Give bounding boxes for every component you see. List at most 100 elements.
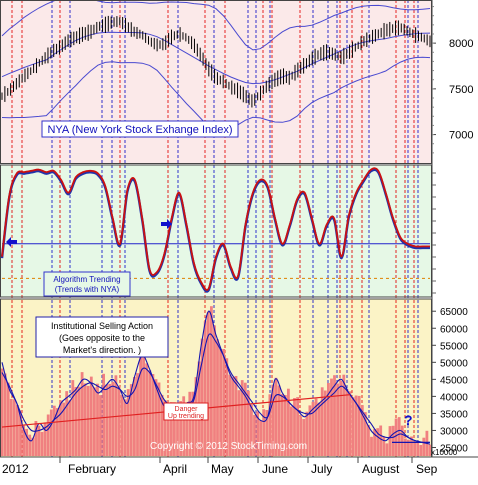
- volume-bar-35: [108, 383, 112, 456]
- volume-bar-97: [299, 416, 303, 456]
- volume-bar-29: [89, 376, 93, 456]
- volume-bar-102: [314, 398, 318, 456]
- volume-bar-36: [111, 381, 115, 456]
- volume-bar-134: [413, 443, 416, 456]
- volume-bar-53: [163, 400, 167, 456]
- x-label-5: July: [311, 462, 332, 476]
- volume-bar-22: [68, 400, 72, 456]
- x-label-4: June: [262, 462, 288, 476]
- volume-bar-111: [342, 374, 346, 456]
- volume-bar-123: [379, 425, 383, 456]
- nya-label-box: [41, 120, 239, 138]
- volume-bar-129: [397, 417, 401, 456]
- volume-bar-85: [262, 409, 266, 456]
- volume-bar-103: [317, 402, 321, 456]
- volume-bar-114: [351, 397, 355, 456]
- volume-bar-108: [333, 375, 336, 456]
- x-label-3: May: [211, 462, 234, 476]
- volume-bar-127: [391, 425, 395, 456]
- volume-bar-109: [336, 383, 339, 456]
- volume-bar-42: [129, 384, 133, 456]
- question-mark: ?: [404, 412, 413, 428]
- volume-bar-17: [52, 405, 56, 456]
- volume-bar-131: [404, 438, 407, 456]
- volume-bar-90: [277, 385, 281, 456]
- volume-tick-label-3: 50000: [440, 358, 468, 369]
- volume-bar-56: [173, 402, 176, 456]
- volume-bar-43: [133, 377, 136, 456]
- volume-bar-135: [416, 441, 420, 456]
- volume-bar-38: [117, 386, 121, 456]
- volume-bar-13: [40, 431, 44, 456]
- volume-bar-58: [179, 401, 182, 456]
- volume-bar-128: [394, 418, 398, 456]
- volume-bar-89: [274, 377, 278, 456]
- danger-box: [163, 402, 209, 421]
- volume-bar-98: [302, 419, 306, 456]
- volume-bar-120: [370, 436, 373, 456]
- volume-bar-24: [74, 387, 78, 456]
- volume-bar-94: [290, 406, 293, 456]
- volume-bar-18: [56, 408, 59, 456]
- volume-bar-77: [237, 390, 241, 456]
- volume-bar-96: [296, 397, 299, 456]
- volume-bar-83: [256, 411, 259, 456]
- x-label-0: 2012: [2, 462, 29, 476]
- danger-line1: Danger: [175, 406, 199, 413]
- volume-bar-52: [160, 394, 164, 456]
- x-label-7: Sep: [416, 462, 438, 476]
- volume-bar-55: [170, 402, 173, 456]
- volume-bar-133: [410, 436, 413, 456]
- right-arrow-icon: [161, 219, 172, 229]
- volume-bar-3: [9, 398, 13, 456]
- volume-bar-115: [354, 395, 358, 456]
- volume-bar-57: [176, 406, 179, 456]
- volume-bar-67: [206, 311, 210, 456]
- volume-tick-label-5: 40000: [440, 392, 468, 403]
- volume-bar-119: [367, 425, 370, 456]
- volume-bar-93: [287, 388, 290, 456]
- volume-bar-75: [231, 377, 235, 456]
- price-tick-label-2: 7000: [449, 130, 473, 142]
- volume-bar-81: [250, 404, 253, 456]
- volume-bar-34: [105, 384, 109, 456]
- volume-bar-92: [283, 395, 287, 456]
- volume-bar-88: [271, 384, 275, 456]
- volume-bar-51: [157, 382, 161, 456]
- volume-bar-79: [243, 382, 247, 456]
- volume-bar-5: [16, 405, 19, 456]
- volume-bar-125: [385, 443, 389, 456]
- volume-bar-91: [280, 394, 284, 456]
- volume-bar-87: [268, 394, 272, 456]
- volume-bar-32: [99, 395, 102, 456]
- volume-bar-99: [305, 411, 309, 456]
- volume-bar-25: [77, 386, 81, 456]
- volume-bar-4: [12, 399, 16, 456]
- volume-bar-126: [388, 426, 392, 456]
- volume-bar-72: [222, 349, 226, 456]
- volume-bar-7: [22, 425, 25, 456]
- volume-bar-33: [102, 373, 105, 456]
- volume-bar-49: [151, 374, 155, 456]
- volume-bar-46: [142, 349, 145, 456]
- volume-bar-37: [114, 375, 118, 456]
- volume-bar-105: [323, 390, 327, 456]
- volume-bar-136: [419, 445, 423, 456]
- volume-tick-label-1: 60000: [440, 324, 468, 335]
- volume-bar-8: [25, 428, 28, 456]
- volume-bar-1: [3, 373, 7, 456]
- volume-bar-100: [308, 405, 312, 456]
- copyright-text: Copyright © 2012 StockTiming.com: [150, 441, 307, 452]
- volume-bar-41: [126, 389, 130, 456]
- x-label-1: February: [68, 462, 116, 476]
- volume-bar-107: [330, 378, 333, 456]
- volume-bar-112: [345, 388, 349, 456]
- algo-legend-line2: (Trends with NYA): [55, 285, 120, 294]
- price-panel-bg: [0, 0, 432, 163]
- volume-bar-65: [200, 338, 204, 456]
- volume-bar-23: [71, 380, 75, 456]
- volume-bar-117: [360, 405, 364, 456]
- volume-unit-label: x10000: [431, 448, 458, 457]
- volume-bar-74: [228, 374, 232, 456]
